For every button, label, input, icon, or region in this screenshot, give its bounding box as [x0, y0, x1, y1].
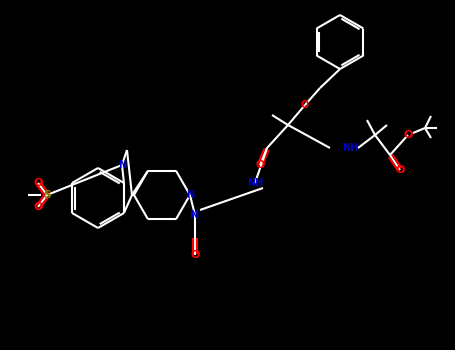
Text: NH: NH [247, 178, 263, 188]
Text: O: O [190, 250, 200, 260]
Text: O: O [395, 165, 404, 175]
Text: N: N [118, 160, 126, 170]
Text: O: O [301, 100, 309, 110]
Text: O: O [33, 202, 43, 212]
Text: NH: NH [342, 143, 358, 153]
Text: N: N [186, 190, 194, 200]
Text: O: O [33, 178, 43, 188]
Text: O: O [255, 160, 265, 170]
Text: O: O [403, 130, 413, 140]
Text: S: S [43, 190, 51, 200]
Text: N: N [190, 210, 200, 220]
